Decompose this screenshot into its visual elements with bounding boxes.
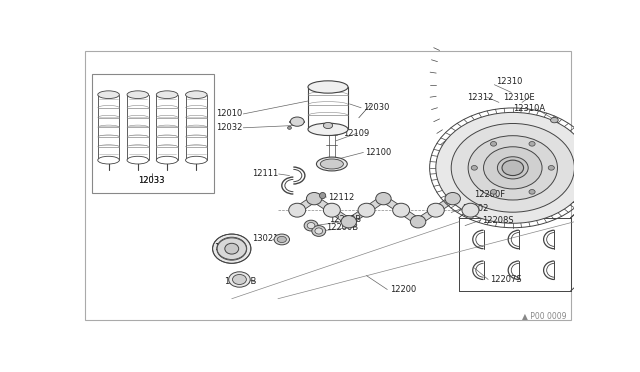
Ellipse shape xyxy=(304,220,318,231)
Ellipse shape xyxy=(468,136,557,200)
Text: 12208S: 12208S xyxy=(482,216,514,225)
Ellipse shape xyxy=(308,123,348,135)
Ellipse shape xyxy=(212,234,251,263)
Text: 12310E: 12310E xyxy=(504,93,535,102)
Ellipse shape xyxy=(502,160,524,176)
Text: 12033: 12033 xyxy=(138,176,165,185)
Bar xyxy=(92,74,214,193)
Text: 12200B: 12200B xyxy=(326,222,358,232)
Ellipse shape xyxy=(548,166,554,170)
Text: 12111: 12111 xyxy=(253,170,279,179)
Ellipse shape xyxy=(98,156,119,164)
Ellipse shape xyxy=(287,126,291,129)
Ellipse shape xyxy=(428,203,444,217)
Polygon shape xyxy=(291,199,320,210)
Ellipse shape xyxy=(312,225,326,236)
Text: 12303B: 12303B xyxy=(224,277,257,286)
Ellipse shape xyxy=(358,203,375,217)
Ellipse shape xyxy=(217,238,246,260)
Ellipse shape xyxy=(156,91,178,99)
Ellipse shape xyxy=(497,157,528,179)
Ellipse shape xyxy=(462,203,479,217)
Ellipse shape xyxy=(315,228,323,234)
Ellipse shape xyxy=(289,203,306,217)
Text: 12032: 12032 xyxy=(216,123,243,132)
Ellipse shape xyxy=(98,91,119,99)
Polygon shape xyxy=(308,199,338,210)
Ellipse shape xyxy=(484,147,542,189)
Ellipse shape xyxy=(127,91,148,99)
Ellipse shape xyxy=(316,157,348,171)
Polygon shape xyxy=(378,199,407,210)
Ellipse shape xyxy=(471,166,477,170)
Text: 12112: 12112 xyxy=(328,193,355,202)
Ellipse shape xyxy=(232,275,246,285)
Text: 12207S: 12207S xyxy=(490,275,522,284)
Ellipse shape xyxy=(307,222,315,229)
Polygon shape xyxy=(360,199,390,210)
Polygon shape xyxy=(429,199,459,210)
Polygon shape xyxy=(447,199,477,210)
Text: 13021: 13021 xyxy=(253,234,279,243)
Text: 12200B: 12200B xyxy=(330,215,362,224)
Ellipse shape xyxy=(436,112,590,223)
Text: 12310A: 12310A xyxy=(513,104,545,113)
Polygon shape xyxy=(395,210,424,222)
Text: 12033: 12033 xyxy=(138,176,165,185)
Ellipse shape xyxy=(376,192,391,205)
Ellipse shape xyxy=(490,141,497,146)
Ellipse shape xyxy=(529,141,535,146)
Ellipse shape xyxy=(451,124,575,212)
Ellipse shape xyxy=(393,203,410,217)
Polygon shape xyxy=(326,210,355,222)
Polygon shape xyxy=(342,210,372,222)
Text: 12200F: 12200F xyxy=(474,190,506,199)
Polygon shape xyxy=(412,210,442,222)
Ellipse shape xyxy=(529,190,535,194)
Ellipse shape xyxy=(277,236,287,243)
Ellipse shape xyxy=(323,203,340,217)
Text: 12010: 12010 xyxy=(216,109,243,118)
Text: 12303: 12303 xyxy=(214,243,241,251)
Ellipse shape xyxy=(225,243,239,254)
Text: 12200: 12200 xyxy=(390,285,416,294)
Text: 32202: 32202 xyxy=(463,204,489,213)
Ellipse shape xyxy=(274,234,289,245)
Ellipse shape xyxy=(490,190,497,194)
Ellipse shape xyxy=(341,216,356,228)
Ellipse shape xyxy=(291,117,304,126)
Text: ▲ P00 0009: ▲ P00 0009 xyxy=(522,311,566,320)
Text: 12312: 12312 xyxy=(467,93,493,102)
Ellipse shape xyxy=(445,192,460,205)
Text: 12310: 12310 xyxy=(496,77,522,86)
Ellipse shape xyxy=(410,216,426,228)
Ellipse shape xyxy=(550,118,558,123)
Text: 12109: 12109 xyxy=(344,129,370,138)
Ellipse shape xyxy=(323,122,333,129)
Ellipse shape xyxy=(127,156,148,164)
Text: 12030: 12030 xyxy=(363,103,389,112)
Ellipse shape xyxy=(320,159,344,169)
Ellipse shape xyxy=(308,81,348,93)
Ellipse shape xyxy=(228,272,250,287)
Ellipse shape xyxy=(186,156,207,164)
Ellipse shape xyxy=(186,91,207,99)
Ellipse shape xyxy=(319,192,326,199)
Ellipse shape xyxy=(156,156,178,164)
Text: 12100: 12100 xyxy=(365,148,391,157)
Ellipse shape xyxy=(307,192,322,205)
